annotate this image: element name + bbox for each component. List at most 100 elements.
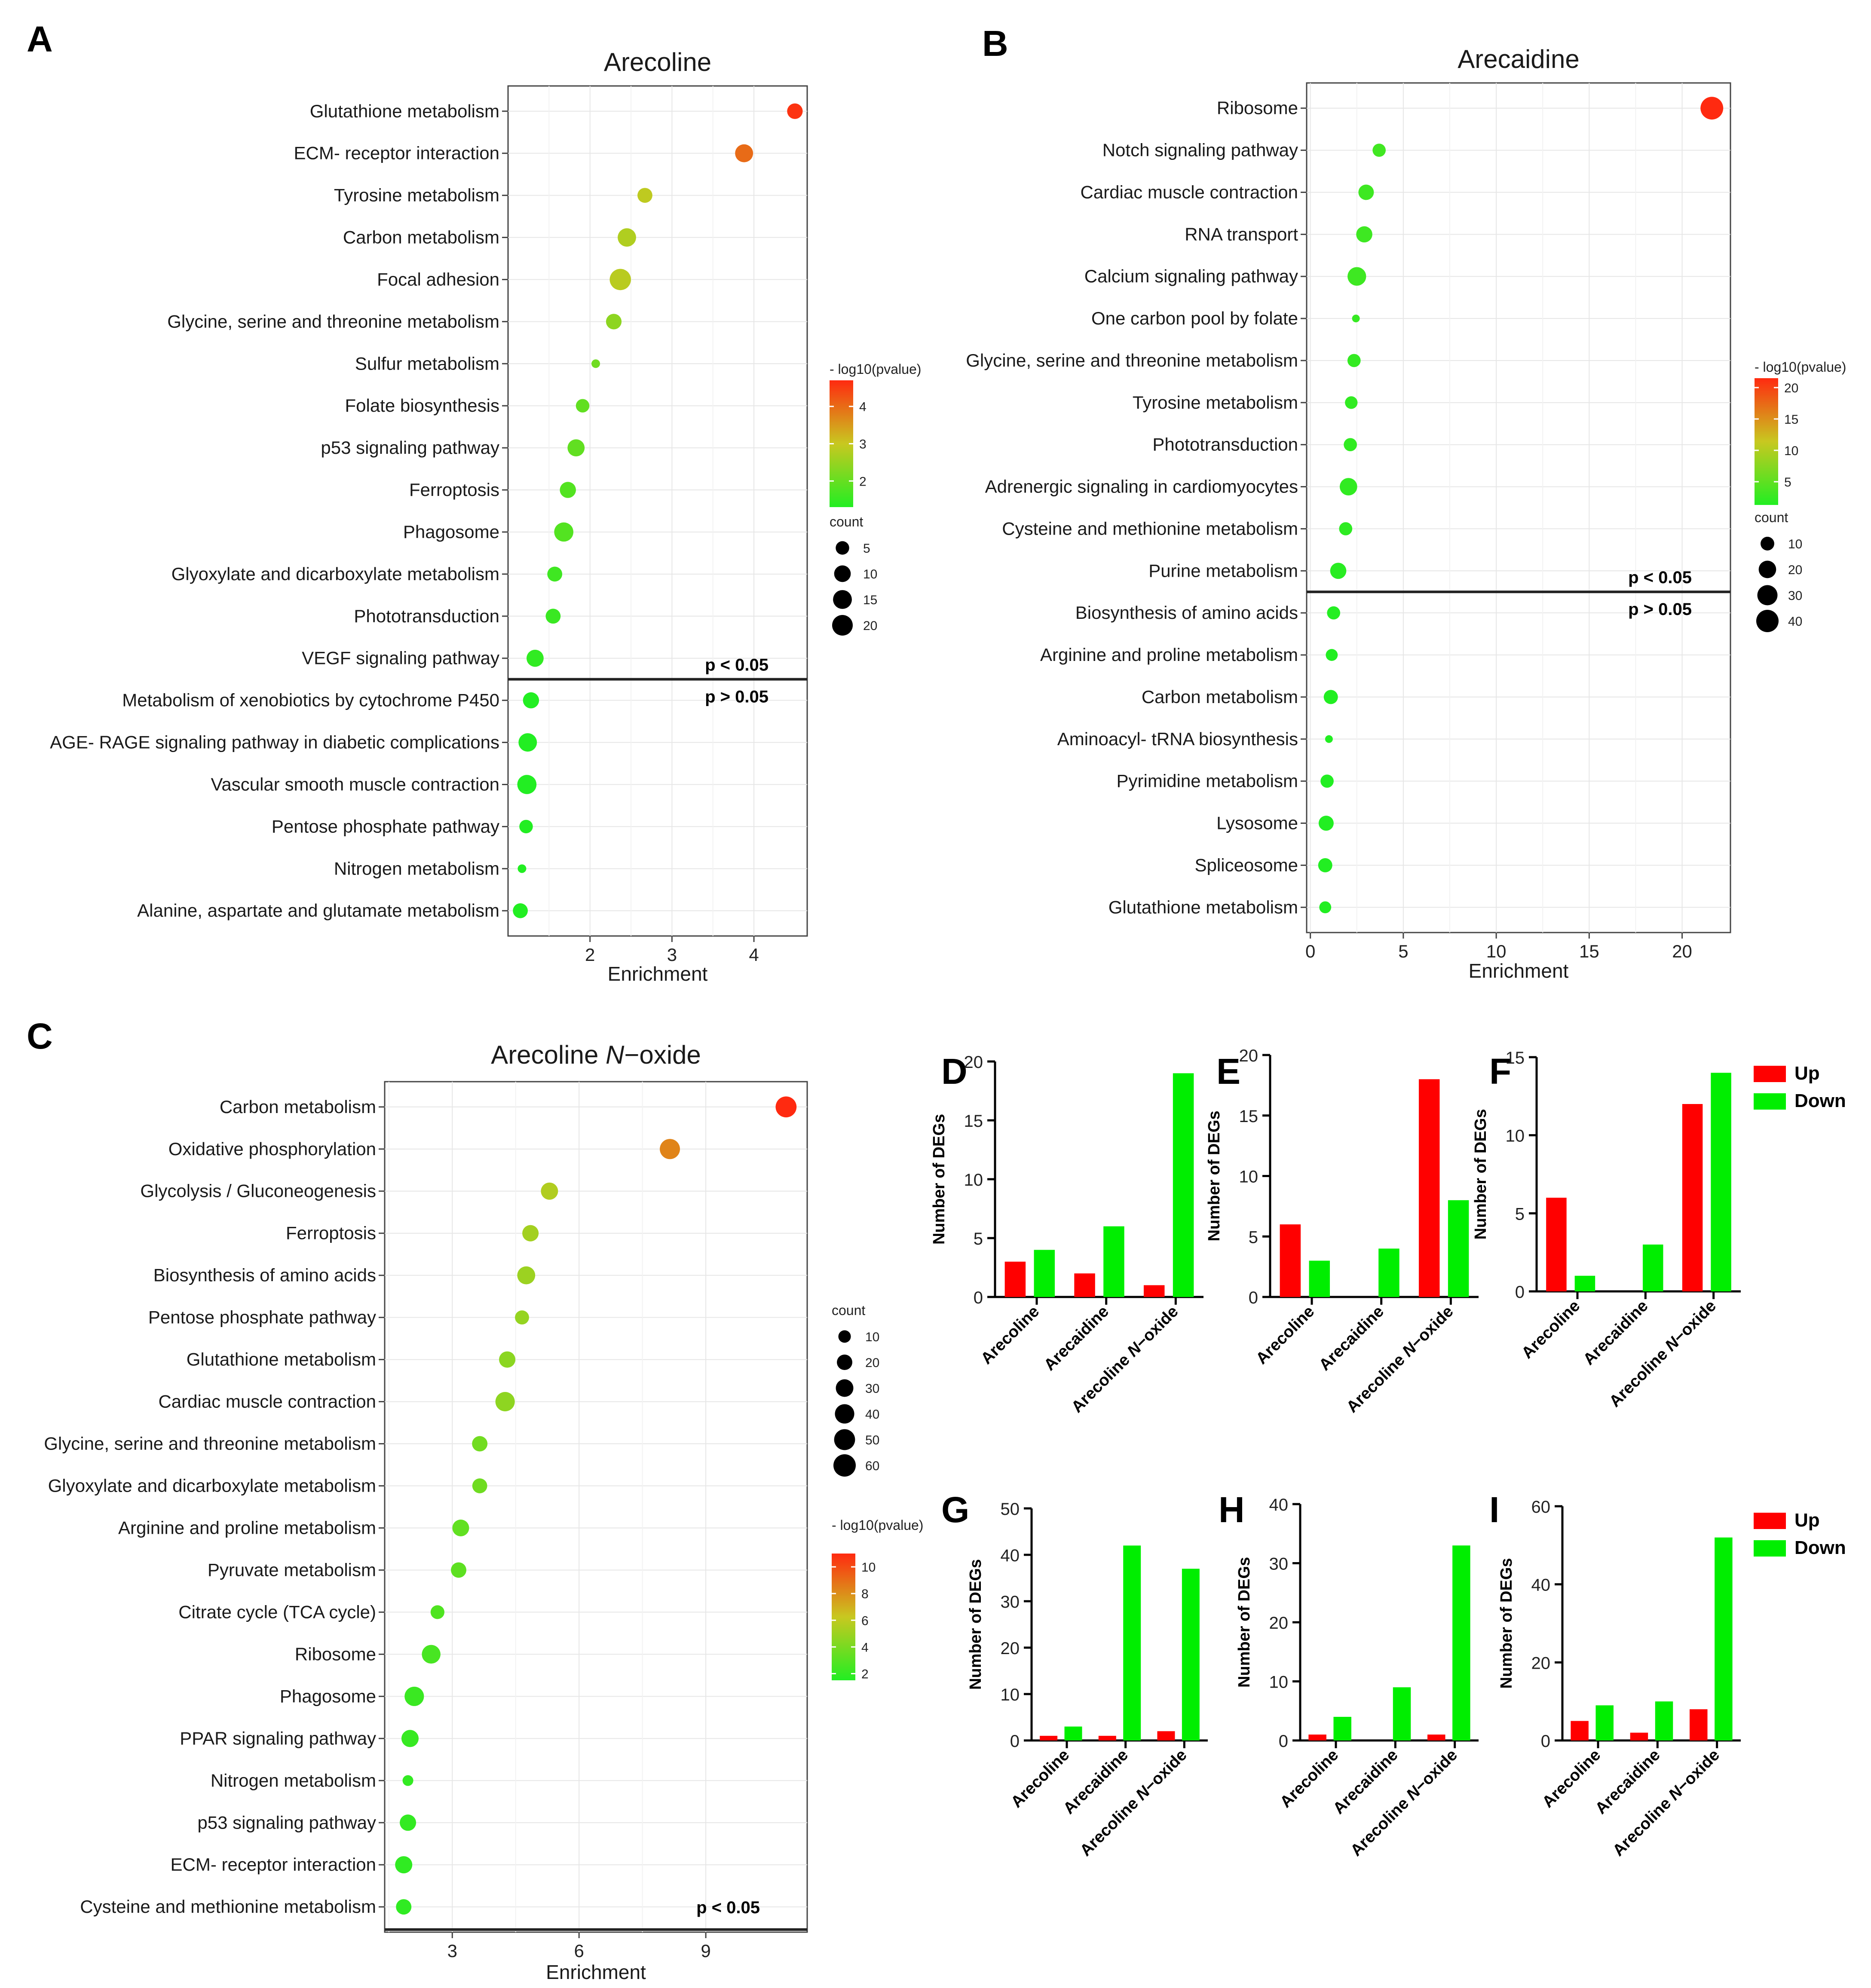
bar-down [1595, 1705, 1614, 1740]
panel-b: B Arecaidine p < 0.05 p > 0.05 Ribosome Notch… [966, 23, 1846, 982]
term-label: Cardiac muscle contraction [1080, 182, 1298, 202]
y-axis-label: Number of DEGs [967, 1559, 985, 1690]
size-legend-label: 50 [865, 1433, 879, 1447]
term-label: ECM- receptor interaction [294, 143, 499, 163]
y-tick-label: 15 [964, 1112, 983, 1131]
data-point [1326, 649, 1338, 661]
term-label: Pyruvate metabolism [208, 1560, 376, 1580]
legend-swatch-down [1754, 1093, 1786, 1110]
plot-area [507, 85, 808, 937]
y-axis-label: Number of DEGs [1235, 1557, 1253, 1688]
data-point [618, 228, 636, 247]
x-tick-label: 6 [574, 1941, 584, 1961]
data-point [518, 864, 527, 873]
term-label: Phagosome [403, 522, 499, 542]
data-point [1356, 226, 1372, 243]
panel-label: A [27, 19, 53, 59]
y-tick-label: 0 [1010, 1732, 1020, 1751]
bar-up [1143, 1285, 1165, 1297]
data-point [527, 649, 544, 667]
size-legend-label: 10 [865, 1330, 879, 1344]
term-label: Pentose phosphate pathway [272, 816, 499, 836]
color-legend-label: 4 [859, 400, 867, 414]
x-tick-label: 2 [585, 945, 595, 965]
data-point [396, 1899, 412, 1915]
size-legend-dot [836, 541, 849, 555]
y-tick-label: 10 [1269, 1673, 1289, 1692]
term-label: Ferroptosis [409, 480, 499, 500]
x-axis-label: Enrichment [1469, 960, 1569, 982]
term-label: Arginine and proline metabolism [118, 1517, 376, 1538]
y-tick-label: 20 [1001, 1639, 1020, 1658]
size-legend-label: 20 [863, 619, 877, 633]
data-point [576, 399, 590, 413]
x-tick-label: 4 [749, 945, 759, 965]
color-legend-title: - log10(pvalue) [830, 361, 921, 377]
term-label: Carbon metabolism [220, 1097, 376, 1117]
color-legend-label: 6 [861, 1614, 869, 1628]
data-point [402, 1775, 413, 1786]
term-label: Cysteine and methionine metabolism [1002, 518, 1298, 538]
y-tick-label: 10 [1239, 1168, 1259, 1187]
data-point [1345, 396, 1358, 409]
term-label: Glycine, serine and threonine metabolism [44, 1434, 376, 1454]
chart-title: Arecaidine [1458, 45, 1580, 73]
size-legend-label: 60 [865, 1459, 879, 1473]
data-point [404, 1686, 424, 1706]
legend-swatch-up [1754, 1066, 1786, 1082]
bar-up [1690, 1709, 1708, 1740]
bar-down [1173, 1073, 1194, 1297]
data-point [1347, 267, 1366, 286]
term-label: Glycine, serine and threonine metabolism [966, 350, 1298, 370]
panel-label: F [1489, 1051, 1511, 1092]
size-legend-label: 5 [863, 541, 870, 556]
data-point [1352, 315, 1360, 323]
y-tick-label: 40 [1269, 1496, 1289, 1514]
size-legend-label: 30 [865, 1382, 879, 1396]
term-label: Vascular smooth muscle contraction [211, 774, 499, 794]
data-point [735, 144, 753, 162]
data-point [1318, 858, 1332, 872]
x-tick-label: 9 [701, 1941, 710, 1961]
data-point [495, 1392, 515, 1412]
bar-down [1393, 1687, 1411, 1740]
term-label: ECM- receptor interaction [170, 1854, 376, 1875]
legend-swatch-down [1754, 1540, 1786, 1557]
threshold-label-below: p < 0.05 [705, 656, 769, 675]
y-tick-label: 20 [1269, 1614, 1289, 1633]
data-point [637, 188, 652, 203]
y-tick-label: 10 [1506, 1127, 1525, 1146]
bar-down [1448, 1200, 1469, 1297]
term-label: Carbon metabolism [343, 227, 499, 248]
data-point [452, 1519, 469, 1537]
size-legend-dot [833, 590, 852, 609]
data-point [606, 314, 622, 330]
legend-label-up: Up [1794, 1063, 1820, 1084]
data-point [1344, 438, 1357, 452]
y-tick-label: 5 [1515, 1205, 1525, 1223]
data-point [400, 1814, 416, 1831]
term-label: Pyrimidine metabolism [1117, 771, 1298, 791]
color-legend-label: 2 [859, 474, 867, 489]
y-tick-label: 0 [1249, 1288, 1258, 1307]
bar-up [1157, 1731, 1175, 1740]
data-point [1358, 184, 1374, 200]
color-legend-label: 10 [1784, 444, 1798, 458]
y-tick-label: 5 [974, 1230, 983, 1248]
data-point [1323, 690, 1338, 704]
term-label: Phagosome [280, 1686, 376, 1706]
data-point [472, 1436, 488, 1452]
legend-label-down: Down [1794, 1537, 1846, 1558]
term-label: AGE- RAGE signaling pathway in diabetic … [50, 732, 499, 752]
bar-down [1452, 1545, 1470, 1740]
panel-label: G [941, 1489, 969, 1530]
size-legend-label: 20 [1788, 563, 1802, 577]
size-legend-label: 10 [1788, 537, 1802, 551]
bar-down [1123, 1545, 1141, 1740]
term-label: Glutathione metabolism [310, 101, 499, 121]
color-legend-label: 15 [1784, 413, 1798, 427]
size-legend-dot [834, 1429, 855, 1450]
bar-up [1004, 1261, 1026, 1297]
term-label: Oxidative phosphorylation [168, 1139, 376, 1159]
